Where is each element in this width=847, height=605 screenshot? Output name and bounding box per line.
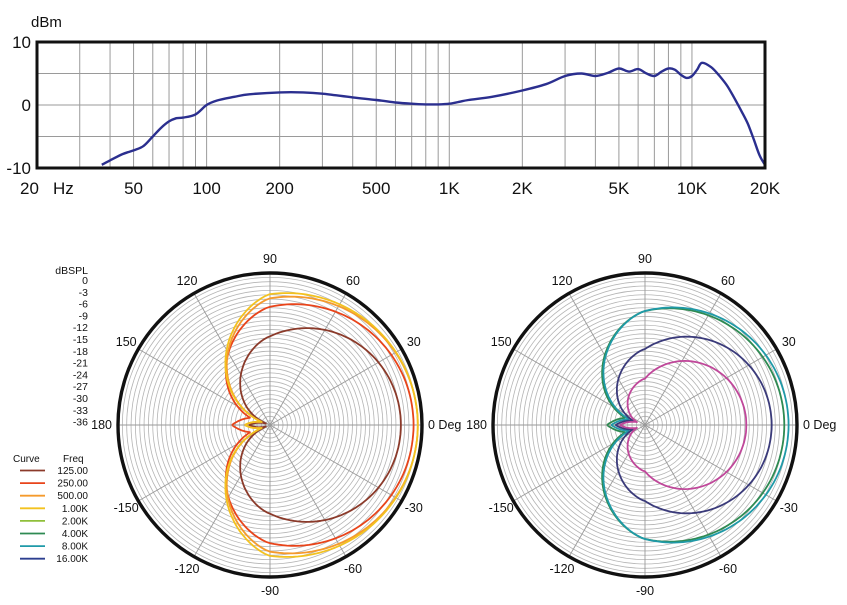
- legend-label: 8.00K: [62, 542, 88, 553]
- polar-spoke: [269, 424, 347, 557]
- fr-y-tick-label: 0: [22, 96, 31, 115]
- fr-x-tick-label: 10K: [677, 179, 708, 198]
- polar-curve: [619, 359, 748, 491]
- polar-angle-label: 180: [466, 418, 487, 432]
- polar-spoke: [138, 424, 271, 502]
- legend-header-curve: Curve: [13, 454, 40, 465]
- polar-chart-left: 0 Deg 30 60 90 120 150 180 -30 -60 -90 -120 -150: [91, 252, 461, 598]
- dbspl-tick-label: -33: [73, 405, 88, 417]
- fr-plot-frame: [35, 40, 767, 170]
- fr-y-tick-label: -10: [6, 159, 31, 178]
- polar-spoke: [193, 424, 271, 557]
- polar-angle-label: 180: [91, 418, 112, 432]
- polar-curve: [614, 335, 773, 515]
- legend-header-freq: Freq: [63, 454, 84, 465]
- dbspl-tick-labels: 0-3-6-9-12-15-18-21-24-27-30-33-36: [73, 275, 88, 429]
- dbspl-tick-label: -9: [79, 310, 88, 322]
- legend-label: 500.00: [57, 491, 88, 502]
- fr-x-tick-label: 1K: [439, 179, 460, 198]
- legend-label: 2.00K: [62, 516, 88, 527]
- dbspl-tick-label: -15: [73, 334, 88, 346]
- polar-angle-label: 30: [782, 335, 796, 349]
- polar-spoke: [193, 293, 271, 426]
- legend-label: 16.00K: [56, 554, 88, 565]
- polar-angle-label: 60: [721, 274, 735, 288]
- polar-angle-label: 120: [177, 274, 198, 288]
- polar-spoke: [269, 348, 402, 426]
- fr-x-tick-label: 2K: [512, 179, 533, 198]
- fr-x-tick-label: 100: [192, 179, 220, 198]
- legend-label: 250.00: [57, 479, 88, 490]
- dbspl-tick-label: -27: [73, 381, 88, 393]
- fr-x-tick-label: 20K: [750, 179, 781, 198]
- polar-angle-label: 60: [346, 274, 360, 288]
- polar-angle-label: -60: [344, 562, 362, 576]
- polar-outer-ring: [491, 271, 799, 579]
- x-axis-unit: Hz: [53, 179, 74, 198]
- dbspl-tick-label: -21: [73, 358, 88, 370]
- dbspl-tick-label: 0: [82, 275, 88, 287]
- polar-spoke: [138, 348, 271, 426]
- polar-angle-label: -120: [174, 562, 199, 576]
- polar-angle-label: 150: [491, 335, 512, 349]
- polar-spoke: [644, 424, 777, 502]
- polar-curve: [602, 306, 790, 544]
- polar-angle-label: -60: [719, 562, 737, 576]
- polar-curve: [224, 292, 419, 558]
- fr-series-line: [101, 61, 767, 166]
- dbspl-tick-label: -3: [79, 287, 88, 299]
- fr-grid: [36, 42, 766, 168]
- polar-spoke: [269, 293, 347, 426]
- polar-angle-label: 90: [638, 252, 652, 266]
- polar-spoke: [568, 424, 646, 557]
- polar-spoke: [644, 348, 777, 426]
- polar-angle-label: -30: [405, 501, 423, 515]
- fr-x-tick-label: 50: [124, 179, 143, 198]
- polar-angle-label: 30: [407, 335, 421, 349]
- frequency-response-chart: dBm 100-10 20 50 100 200 500 1K 2K 5K 10K 20K Hz: [6, 14, 780, 198]
- polar-angle-label: -30: [780, 501, 798, 515]
- polar-angle-label: -90: [261, 584, 279, 598]
- legend-label: 4.00K: [62, 529, 88, 540]
- dbspl-tick-label: -6: [79, 299, 88, 311]
- dbspl-tick-label: -18: [73, 346, 88, 358]
- polar-angle-label: -120: [549, 562, 574, 576]
- dbspl-tick-label: -24: [73, 369, 88, 381]
- polar-angle-label: -150: [114, 501, 139, 515]
- legend-label: 1.00K: [62, 504, 88, 515]
- fr-y-tick-labels: 10 0 -10: [6, 33, 31, 178]
- fr-x-tick-labels: 20 50 100 200 500 1K 2K 5K 10K 20K: [20, 179, 781, 198]
- fr-x-tick-label: 5K: [609, 179, 630, 198]
- legend-label: 125.00: [57, 466, 88, 477]
- polar-angle-label: -90: [636, 584, 654, 598]
- polar-angle-label: -150: [489, 501, 514, 515]
- dbspl-scale: dBSPL 0-3-6-9-12-15-18-21-24-27-30-33-36: [55, 265, 88, 429]
- fr-x-tick-label: 20: [20, 179, 39, 198]
- polar-angle-label: 120: [552, 274, 573, 288]
- polar-angle-label: 150: [116, 335, 137, 349]
- polar-curve: [601, 307, 786, 543]
- polar-spoke: [568, 293, 646, 426]
- polar-curve: [239, 327, 402, 523]
- polar-chart-right: 0 Deg 30 60 90 120 150 180 -30 -60 -90 -120 -150: [466, 252, 836, 598]
- dbspl-label: dBSPL: [55, 265, 88, 277]
- dbspl-tick-label: -12: [73, 322, 88, 334]
- fr-x-tick-label: 200: [265, 179, 293, 198]
- polar-outer-ring: [116, 271, 424, 579]
- dbspl-tick-label: -30: [73, 393, 88, 405]
- fr-y-tick-label: 10: [12, 33, 31, 52]
- polar-angle-label: 0 Deg: [428, 418, 461, 432]
- polar-angle-label: 0 Deg: [803, 418, 836, 432]
- polar-angle-label: 90: [263, 252, 277, 266]
- fr-x-tick-label: 500: [362, 179, 390, 198]
- polar-spoke: [269, 424, 402, 502]
- y-axis-label: dBm: [31, 14, 62, 31]
- dbspl-tick-label: -36: [73, 417, 88, 429]
